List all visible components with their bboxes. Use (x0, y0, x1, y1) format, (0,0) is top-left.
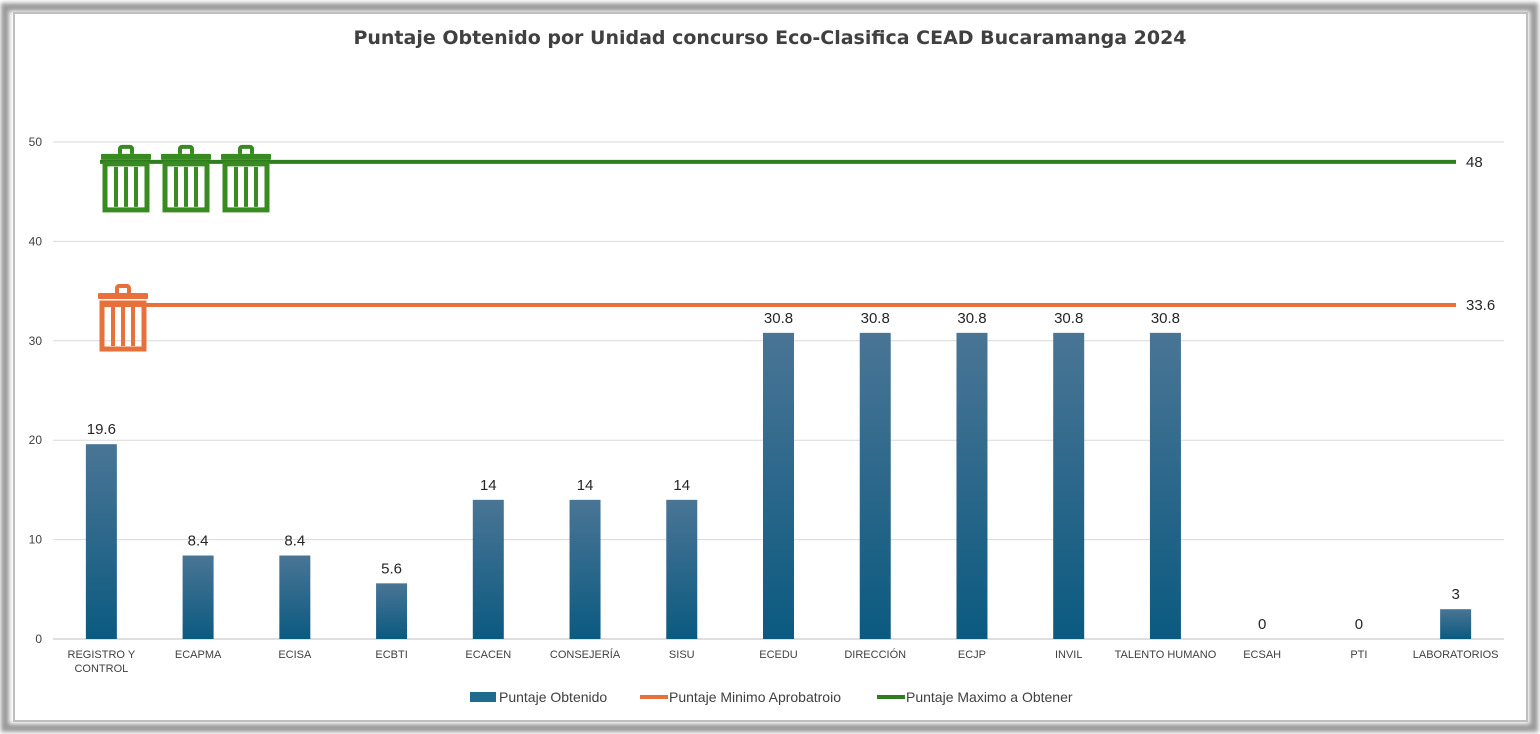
trash-bin-handle (115, 284, 131, 294)
x-tick-label: CONSEJERÍA (550, 648, 621, 661)
x-tick-label: DIRECCIÓN (844, 648, 906, 661)
x-tick-label: REGISTRO Y (68, 649, 136, 661)
y-tick-label: 50 (29, 135, 43, 149)
bar (956, 332, 988, 639)
bar (859, 332, 891, 639)
bar (182, 555, 214, 639)
x-tick-label: ECEDU (759, 649, 798, 661)
trash-bin-slat (184, 166, 188, 207)
data-label: 30.8 (764, 310, 793, 327)
bar (1440, 609, 1472, 639)
bar (666, 499, 698, 639)
trash-bin-handle (238, 144, 254, 154)
trash-bin-slat (254, 166, 258, 207)
y-tick-label: 20 (29, 433, 43, 447)
trash-bin-slat (194, 166, 198, 207)
bars (85, 332, 1472, 639)
trash-bin-icon (221, 144, 271, 213)
x-tick-label: ECISA (278, 649, 312, 661)
trash-bin-slat (114, 166, 118, 207)
data-label: 30.8 (861, 310, 890, 327)
bar (1149, 332, 1181, 639)
chart-title: Puntaje Obtenido por Unidad concurso Eco… (353, 27, 1186, 49)
line-value-label: 48 (1466, 154, 1483, 171)
legend-item: Puntaje Maximo a Obtener (877, 689, 1073, 705)
trash-bin-lid (221, 153, 271, 160)
icons (98, 144, 271, 352)
trash-bin-body (162, 161, 210, 213)
trash-bin-slat (121, 306, 125, 347)
bar (376, 583, 408, 639)
legend-swatch (470, 692, 496, 702)
x-tick-label: ECBTI (375, 649, 407, 661)
trash-bin-lid (98, 293, 148, 300)
trash-bin-handle (178, 144, 194, 154)
trash-bin-slat (134, 166, 138, 207)
legend-label: Puntaje Maximo a Obtener (906, 689, 1073, 705)
legend-label: Puntaje Minimo Aprobatroio (669, 689, 841, 705)
x-tick-label: INVIL (1055, 649, 1083, 661)
y-tick-label: 30 (29, 334, 43, 348)
data-label: 30.8 (957, 310, 986, 327)
x-tick-label: ECAPMA (175, 649, 222, 661)
x-tick-label: ECACEN (465, 649, 511, 661)
trash-bin-icon (161, 144, 211, 213)
trash-bin-slat (244, 166, 248, 207)
bar (85, 444, 117, 639)
trash-bin-slat (174, 166, 178, 207)
data-label: 30.8 (1151, 310, 1180, 327)
legend-item: Puntaje Minimo Aprobatroio (640, 689, 841, 705)
x-tick-label: ECSAH (1243, 649, 1281, 661)
trash-bin-slat (234, 166, 238, 207)
trash-bin-slat (124, 166, 128, 207)
trash-bin-handle (118, 144, 134, 154)
data-label: 0 (1258, 616, 1266, 633)
x-tick-label: TALENTO HUMANO (1115, 649, 1217, 661)
trash-bin-lid (161, 153, 211, 160)
data-label: 3 (1451, 586, 1459, 603)
legend-label: Puntaje Obtenido (499, 689, 607, 705)
bar (472, 499, 504, 639)
x-tick-label: PTI (1350, 649, 1367, 661)
trash-bin-body (222, 161, 270, 213)
x-tick-label: SISU (669, 649, 695, 661)
y-tick-label: 0 (35, 632, 42, 646)
data-label: 14 (480, 477, 497, 494)
x-tick-label: LABORATORIOS (1413, 649, 1499, 661)
x-tick-label: CONTROL (74, 663, 128, 675)
legend: Puntaje Obtenido Puntaje Minimo Aprobatro… (470, 689, 1073, 705)
data-label: 30.8 (1054, 310, 1083, 327)
bar (1053, 332, 1085, 639)
data-label: 14 (577, 477, 594, 494)
frame-shadow (1, 3, 1538, 732)
data-label: 5.6 (381, 560, 402, 577)
trash-bin-body (102, 161, 150, 213)
trash-bin-lid (101, 153, 151, 160)
data-label: 19.6 (87, 421, 116, 438)
data-label: 0 (1355, 616, 1363, 633)
trash-bin-icon (98, 284, 148, 352)
y-tick-label: 40 (29, 234, 43, 248)
line-value-label: 33.6 (1466, 297, 1495, 314)
trash-bin-icon (101, 144, 151, 213)
data-label: 8.4 (284, 533, 305, 550)
legend-item: Puntaje Obtenido (470, 689, 607, 705)
reference-lines (100, 159, 1456, 308)
bar (279, 555, 311, 639)
y-tick-label: 10 (29, 533, 43, 547)
bar (569, 499, 601, 639)
trash-bin-slat (111, 306, 115, 347)
trash-bin-body (99, 300, 147, 352)
bar (763, 332, 794, 639)
data-label: 14 (673, 477, 690, 494)
trash-bin-slat (131, 306, 135, 347)
x-tick-label: ECJP (958, 649, 986, 661)
data-label: 8.4 (188, 533, 209, 550)
